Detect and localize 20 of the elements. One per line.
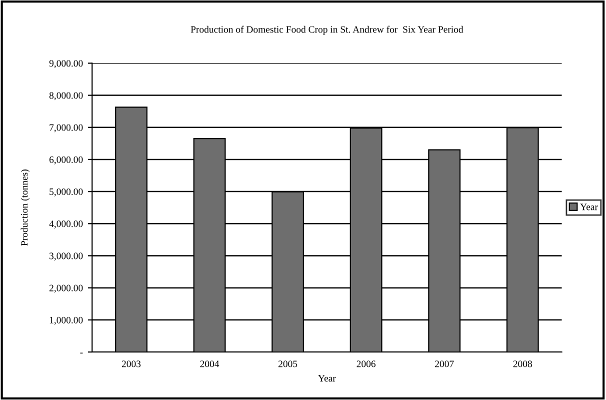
y-tick-label: 8,000.00 (49, 92, 83, 100)
x-axis-title: Year (318, 375, 336, 382)
y-axis-title: Production (tonnes) (20, 170, 30, 246)
y-tick-label: 9,000.00 (49, 60, 83, 68)
y-tick-label: - (80, 352, 83, 354)
x-tick-label: 2004 (200, 360, 220, 368)
legend-label: Year (580, 204, 598, 210)
x-tick-label: 2005 (278, 360, 298, 368)
y-tick-label: 1,000.00 (50, 316, 83, 325)
y-tick-label: 7,000.00 (50, 124, 83, 132)
y-tick-label: 4,000.00 (49, 220, 83, 229)
chart-title: Production of Domestic Food Crop in St. Andrew for Six Year Period (190, 26, 464, 35)
x-tick-label: 2003 (122, 360, 141, 368)
y-tick-label: 2,000.00 (49, 284, 83, 293)
x-tick-label: 2007 (435, 360, 454, 368)
y-tick-label: 6,000.00 (49, 156, 83, 164)
y-tick-label: 3,000.00 (50, 252, 83, 261)
y-tick-label: 5,000.00 (50, 188, 83, 196)
x-tick-label: 2008 (513, 360, 532, 368)
x-tick-label: 2006 (356, 360, 376, 368)
